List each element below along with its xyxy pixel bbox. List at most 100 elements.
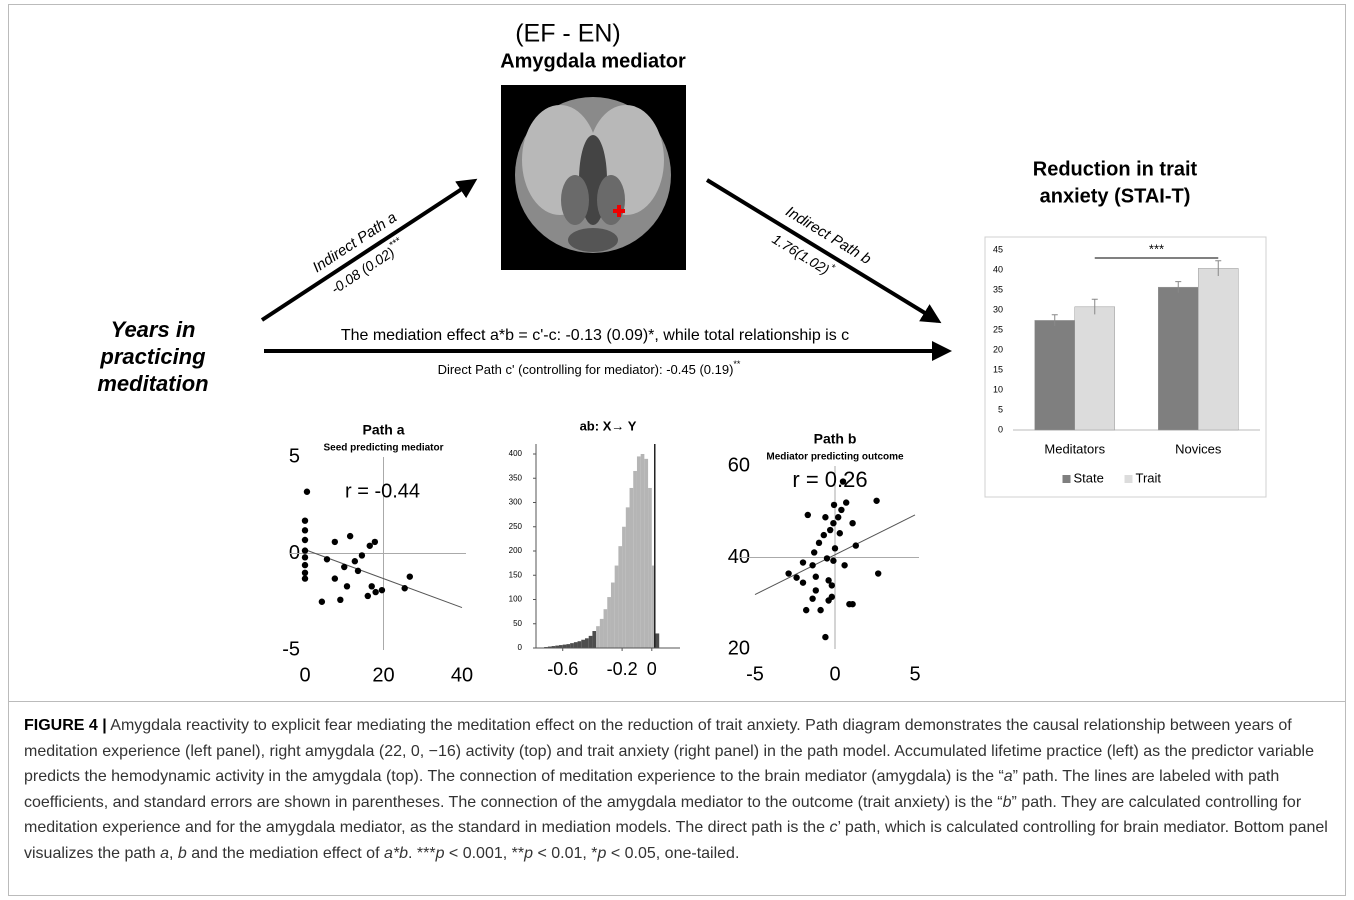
caption-text: a*b — [384, 845, 408, 862]
brain-image — [501, 85, 686, 270]
point — [843, 499, 849, 505]
chart-subtitle: Mediator predicting outcome — [766, 452, 904, 463]
y-tick-label: 0 — [289, 542, 300, 564]
point — [332, 575, 338, 581]
y-tick-label: 150 — [509, 570, 523, 579]
caption-text: FIGURE 4 | — [24, 717, 107, 734]
predictor: Years in practicing meditation — [97, 317, 208, 396]
chart-title: Path a — [362, 422, 404, 438]
point — [785, 570, 791, 576]
point — [830, 558, 836, 564]
x-tick-label: 40 — [451, 664, 473, 686]
annotation: r = -0.44 — [345, 480, 420, 502]
outcome: Reduction in trait anxiety (STAI-T) — [1033, 158, 1198, 207]
point — [830, 520, 836, 526]
x-tick-label: -0.6 — [547, 659, 578, 679]
histogram-bar — [656, 633, 660, 648]
point — [302, 554, 308, 560]
histogram-bar — [592, 631, 596, 648]
point — [304, 489, 310, 495]
histogram-bar — [626, 507, 630, 648]
caption-text: c — [830, 819, 838, 836]
caption-text: and the mediation effect of — [187, 845, 384, 862]
point — [324, 556, 330, 562]
predictor-line: Years in — [111, 317, 196, 342]
y-tick-label: 15 — [993, 364, 1003, 374]
predictor-line: meditation — [97, 371, 208, 396]
point — [875, 570, 881, 576]
point — [832, 545, 838, 551]
histogram-bar — [630, 488, 634, 648]
histogram-bar — [644, 459, 648, 648]
point — [355, 568, 361, 574]
y-tick-label: 5 — [289, 445, 300, 467]
point — [849, 520, 855, 526]
point — [811, 549, 817, 555]
significance-label: *** — [1149, 241, 1164, 256]
point — [849, 601, 855, 607]
y-tick-label: 60 — [728, 454, 750, 476]
y-tick-label: 250 — [509, 522, 523, 531]
histogram-bar — [570, 643, 574, 648]
histogram-bar — [566, 644, 570, 648]
x-tick-label: 5 — [909, 663, 920, 685]
caption-text: a — [160, 845, 169, 862]
legend-label: State — [1074, 470, 1104, 485]
histogram-bar — [648, 488, 652, 648]
y-tick-label: 350 — [509, 473, 523, 482]
point — [302, 570, 308, 576]
y-tick-label: 200 — [509, 546, 523, 555]
caption-text: < 0.05, one-tailed. — [606, 845, 739, 862]
caption-text: b — [1003, 794, 1012, 811]
point — [344, 583, 350, 589]
histogram-bar — [618, 546, 622, 648]
point — [302, 575, 308, 581]
point — [805, 512, 811, 518]
x-tick-label: -0.2 — [607, 659, 638, 679]
point — [319, 599, 325, 605]
chart-title: Path b — [814, 431, 857, 447]
caption-text: < 0.01, * — [533, 845, 598, 862]
x-tick-label: 0 — [829, 663, 840, 685]
point — [831, 502, 837, 508]
histogram-bar — [596, 626, 600, 648]
histogram-bar — [581, 640, 585, 648]
point — [359, 552, 365, 558]
histogram-bar — [600, 619, 604, 648]
point — [809, 595, 815, 601]
legend-label: Trait — [1136, 470, 1162, 485]
point — [824, 555, 830, 561]
contrast: (EF - EN) — [515, 20, 621, 48]
y-tick-label: 0 — [998, 424, 1003, 434]
histogram-bar — [633, 471, 637, 648]
point — [873, 498, 879, 504]
outcome-line: anxiety (STAI-T) — [1040, 185, 1191, 207]
histogram-bar — [563, 645, 567, 648]
histogram-bar — [615, 566, 619, 648]
legend-swatch — [1125, 475, 1133, 483]
point — [827, 527, 833, 533]
point — [817, 607, 823, 613]
caption-text: b — [178, 845, 187, 862]
point — [302, 537, 308, 543]
point — [365, 593, 371, 599]
y-tick-label: 20 — [993, 344, 1003, 354]
y-tick-label: 10 — [993, 384, 1003, 394]
y-tick-label: 45 — [993, 244, 1003, 254]
y-tick-label: 40 — [993, 264, 1003, 274]
point — [352, 558, 358, 564]
point — [837, 530, 843, 536]
bar — [1158, 287, 1198, 430]
point — [347, 533, 353, 539]
caption-text: . *** — [408, 845, 436, 862]
y-tick-label: 5 — [998, 404, 1003, 414]
point — [822, 634, 828, 640]
point — [800, 559, 806, 565]
page: (EF - EN) Amygdala mediator Indirect Pat… — [0, 0, 1354, 900]
y-tick-label: 35 — [993, 284, 1003, 294]
x-tick-label: -5 — [746, 663, 764, 685]
point — [367, 543, 373, 549]
mediator-title: Amygdala mediator — [500, 50, 686, 72]
caption-text: p — [524, 845, 533, 862]
histogram-bar — [641, 454, 645, 648]
